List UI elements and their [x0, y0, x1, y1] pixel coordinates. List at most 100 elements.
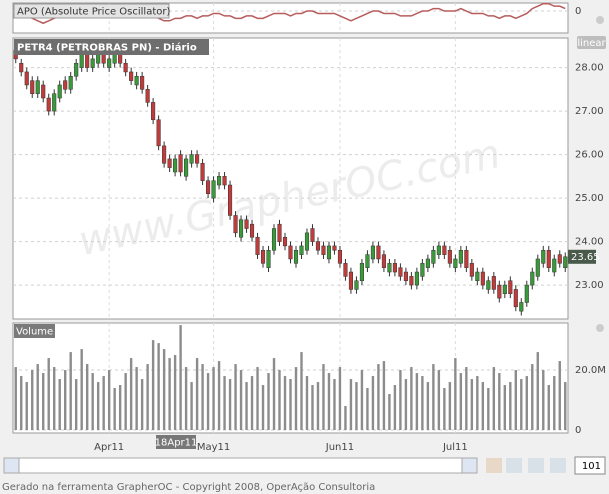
volume-bar — [338, 367, 342, 431]
volume-bar — [355, 382, 358, 431]
volume-bar — [492, 367, 496, 431]
candle-body — [453, 258, 458, 268]
candle-body — [134, 76, 139, 86]
volume-bar — [366, 388, 369, 431]
volume-bar — [179, 325, 182, 431]
candle-body — [41, 84, 46, 99]
candle-body — [387, 263, 392, 273]
candle-body — [90, 58, 95, 68]
candle-body — [167, 158, 172, 168]
volume-bar — [69, 352, 72, 431]
cursor-label: 18Apr11 — [155, 438, 198, 449]
volume-bar — [14, 367, 17, 431]
volume-bar — [465, 367, 468, 431]
volume-bar — [399, 370, 402, 431]
volume-bar — [151, 340, 155, 431]
volume-bar — [96, 382, 100, 431]
candle-body — [431, 250, 436, 264]
candle-body — [162, 145, 167, 164]
candle-body — [530, 271, 535, 286]
candle-body — [541, 250, 546, 264]
volume-bar — [58, 379, 61, 431]
volume-bar — [404, 379, 408, 431]
volume-bar — [289, 379, 292, 431]
volume-bar — [239, 370, 243, 431]
apo-legend-box — [13, 3, 170, 19]
bars-input[interactable] — [574, 456, 606, 475]
volume-bar — [113, 388, 116, 431]
volume-bar — [454, 358, 457, 431]
zoom-in[interactable] — [528, 458, 544, 473]
volume-bar — [459, 373, 463, 431]
volume-bar — [558, 361, 561, 431]
candle-body — [217, 176, 222, 186]
volume-bar — [129, 358, 133, 431]
x-tick-label: Jun11 — [325, 442, 354, 453]
scale-button[interactable] — [577, 36, 606, 49]
volume-bar — [382, 361, 386, 431]
candle-body — [513, 289, 518, 308]
volume-bar — [223, 376, 226, 431]
volume-bar — [64, 370, 67, 431]
candle-body — [332, 245, 337, 251]
scale-label[interactable]: linear — [577, 38, 606, 49]
candle-body — [403, 271, 408, 281]
volume-bar — [228, 379, 232, 431]
tool-button[interactable] — [486, 458, 502, 473]
close-panel[interactable] — [596, 324, 604, 332]
candle-body — [447, 250, 452, 264]
x-tick-label: Apr11 — [94, 442, 124, 453]
bars-value[interactable]: 101 — [582, 461, 601, 472]
volume-bar — [245, 382, 248, 431]
tool-button[interactable] — [506, 458, 522, 473]
candle-body — [85, 54, 90, 68]
candle-body — [359, 263, 364, 281]
candle-body — [442, 245, 447, 255]
candle-body — [557, 254, 562, 264]
candle-body — [491, 276, 496, 290]
volume-bar — [509, 382, 512, 431]
volume-bar — [283, 376, 287, 431]
volume-bar — [135, 367, 138, 431]
scrollbar[interactable] — [3, 457, 478, 474]
close-panel[interactable] — [596, 16, 604, 24]
volume-bar — [443, 388, 446, 431]
volume-bar — [80, 349, 83, 431]
volume-bar — [217, 361, 221, 431]
volume-bar — [305, 376, 309, 431]
y-tick-label: 24.00 — [575, 237, 604, 248]
volume-bar — [426, 382, 430, 431]
volume-bar — [25, 382, 28, 431]
candle-body — [497, 284, 502, 299]
scroll-left[interactable] — [3, 457, 20, 474]
candle-body — [288, 245, 293, 260]
candle-body — [381, 254, 386, 268]
candle-body — [546, 250, 551, 268]
scroll-right[interactable] — [461, 457, 478, 474]
candle-body — [348, 271, 353, 290]
volume-bar — [256, 367, 259, 431]
volume-bar — [470, 379, 474, 431]
candle-body — [35, 80, 40, 94]
volume-bar — [503, 385, 507, 431]
zoom-out[interactable] — [550, 458, 566, 473]
candle-body — [145, 89, 150, 103]
volume-bar — [481, 382, 485, 431]
candle-body — [535, 258, 540, 277]
y-tick-label: 25.00 — [575, 193, 604, 204]
candle-body — [156, 119, 161, 147]
volume-bar — [124, 373, 127, 431]
candle-body — [233, 215, 238, 234]
volume-bar — [85, 364, 89, 431]
volume-bar — [250, 376, 254, 431]
candle-body — [480, 271, 485, 286]
cursor-box — [156, 435, 196, 449]
candle-body — [370, 245, 375, 260]
candle-body — [282, 236, 288, 247]
candle-body — [425, 258, 430, 268]
volume-bar — [146, 364, 149, 431]
y-tick-label: 23.00 — [575, 280, 604, 291]
candle-body — [266, 250, 271, 268]
candle-body — [271, 228, 277, 251]
